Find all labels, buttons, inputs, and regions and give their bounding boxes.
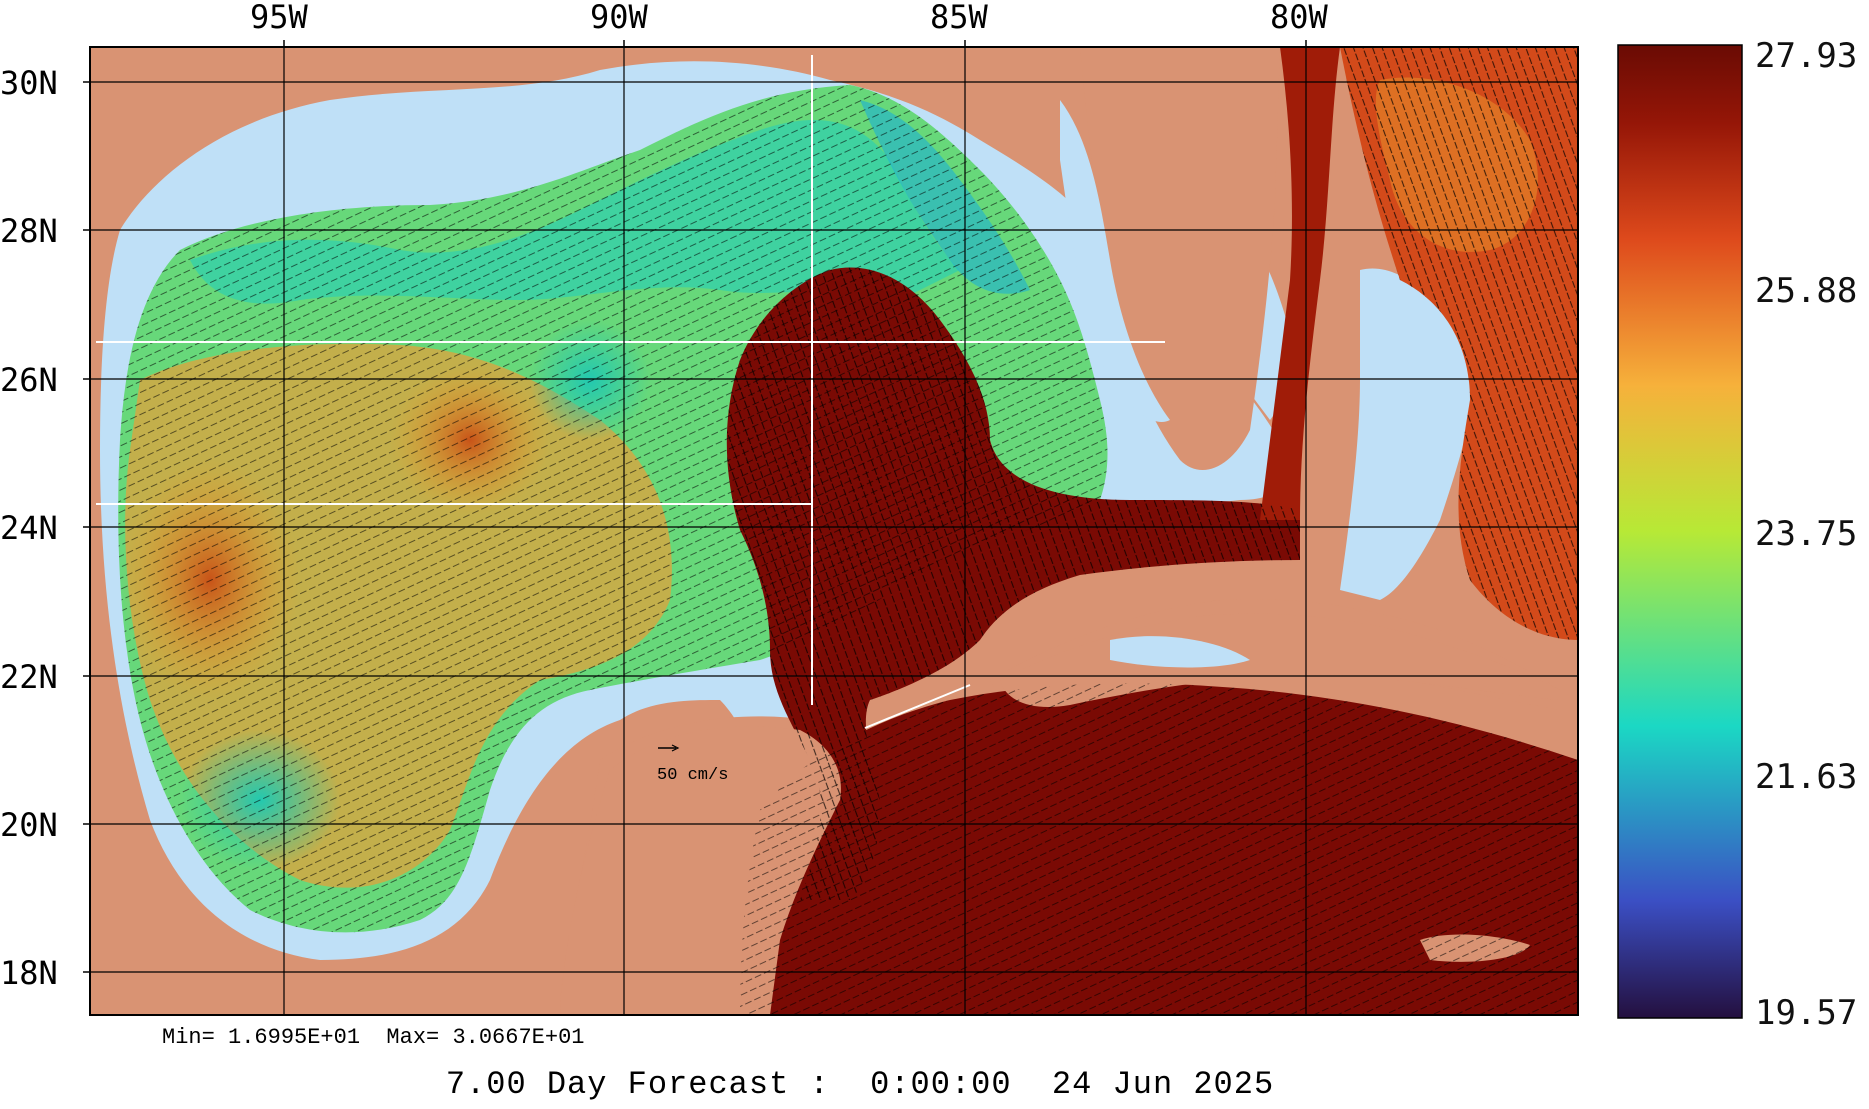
- lat-label-18n: 18N: [0, 954, 58, 992]
- graticule: [90, 47, 1578, 1015]
- lon-label-85w: 85W: [930, 0, 989, 36]
- reference-vector-label: 50 cm/s: [657, 766, 728, 785]
- bahamas-shelf: [1340, 268, 1473, 600]
- forecast-title: 7.00 Day Forecast : 0:00:00 24 Jun 2025: [445, 1066, 1275, 1103]
- lat-label-26n: 26N: [0, 361, 58, 399]
- section-line-yucatan: [864, 684, 971, 729]
- colorbar-label-max: 27.93: [1755, 36, 1857, 76]
- lon-label-95w: 95W: [250, 0, 309, 36]
- velocity-vectors-atlantic: [1280, 47, 1578, 640]
- reference-vector-head: [671, 744, 680, 752]
- colorbar-label-3: 23.75: [1755, 514, 1857, 554]
- lat-label-22n: 22N: [0, 658, 58, 696]
- lon-label-90w: 90W: [590, 0, 649, 36]
- colorbar: [1617, 44, 1743, 1019]
- axis-ticks: [83, 40, 1307, 973]
- lat-label-28n: 28N: [0, 212, 58, 250]
- colorbar-label-min: 19.57: [1755, 993, 1857, 1033]
- florida-current: [1260, 47, 1340, 520]
- velocity-vectors-caribbean: [740, 683, 1578, 1015]
- min-max-stats: Min= 1.6995E+01 Max= 3.0667E+01: [162, 1025, 585, 1050]
- lon-label-80w: 80W: [1270, 0, 1329, 36]
- colorbar-label-2: 25.88: [1755, 271, 1857, 311]
- velocity-vectors-loop: [726, 267, 1300, 900]
- florida-shelf-water: [1060, 100, 1170, 422]
- colorbar-label-4: 21.63: [1755, 757, 1857, 797]
- hispaniola-shelf: [1110, 636, 1250, 668]
- lat-label-30n: 30N: [0, 64, 58, 102]
- lat-label-20n: 20N: [0, 806, 58, 844]
- lat-label-24n: 24N: [0, 509, 58, 547]
- florida-land: [1080, 47, 1280, 470]
- plot-frame: [89, 46, 1579, 1016]
